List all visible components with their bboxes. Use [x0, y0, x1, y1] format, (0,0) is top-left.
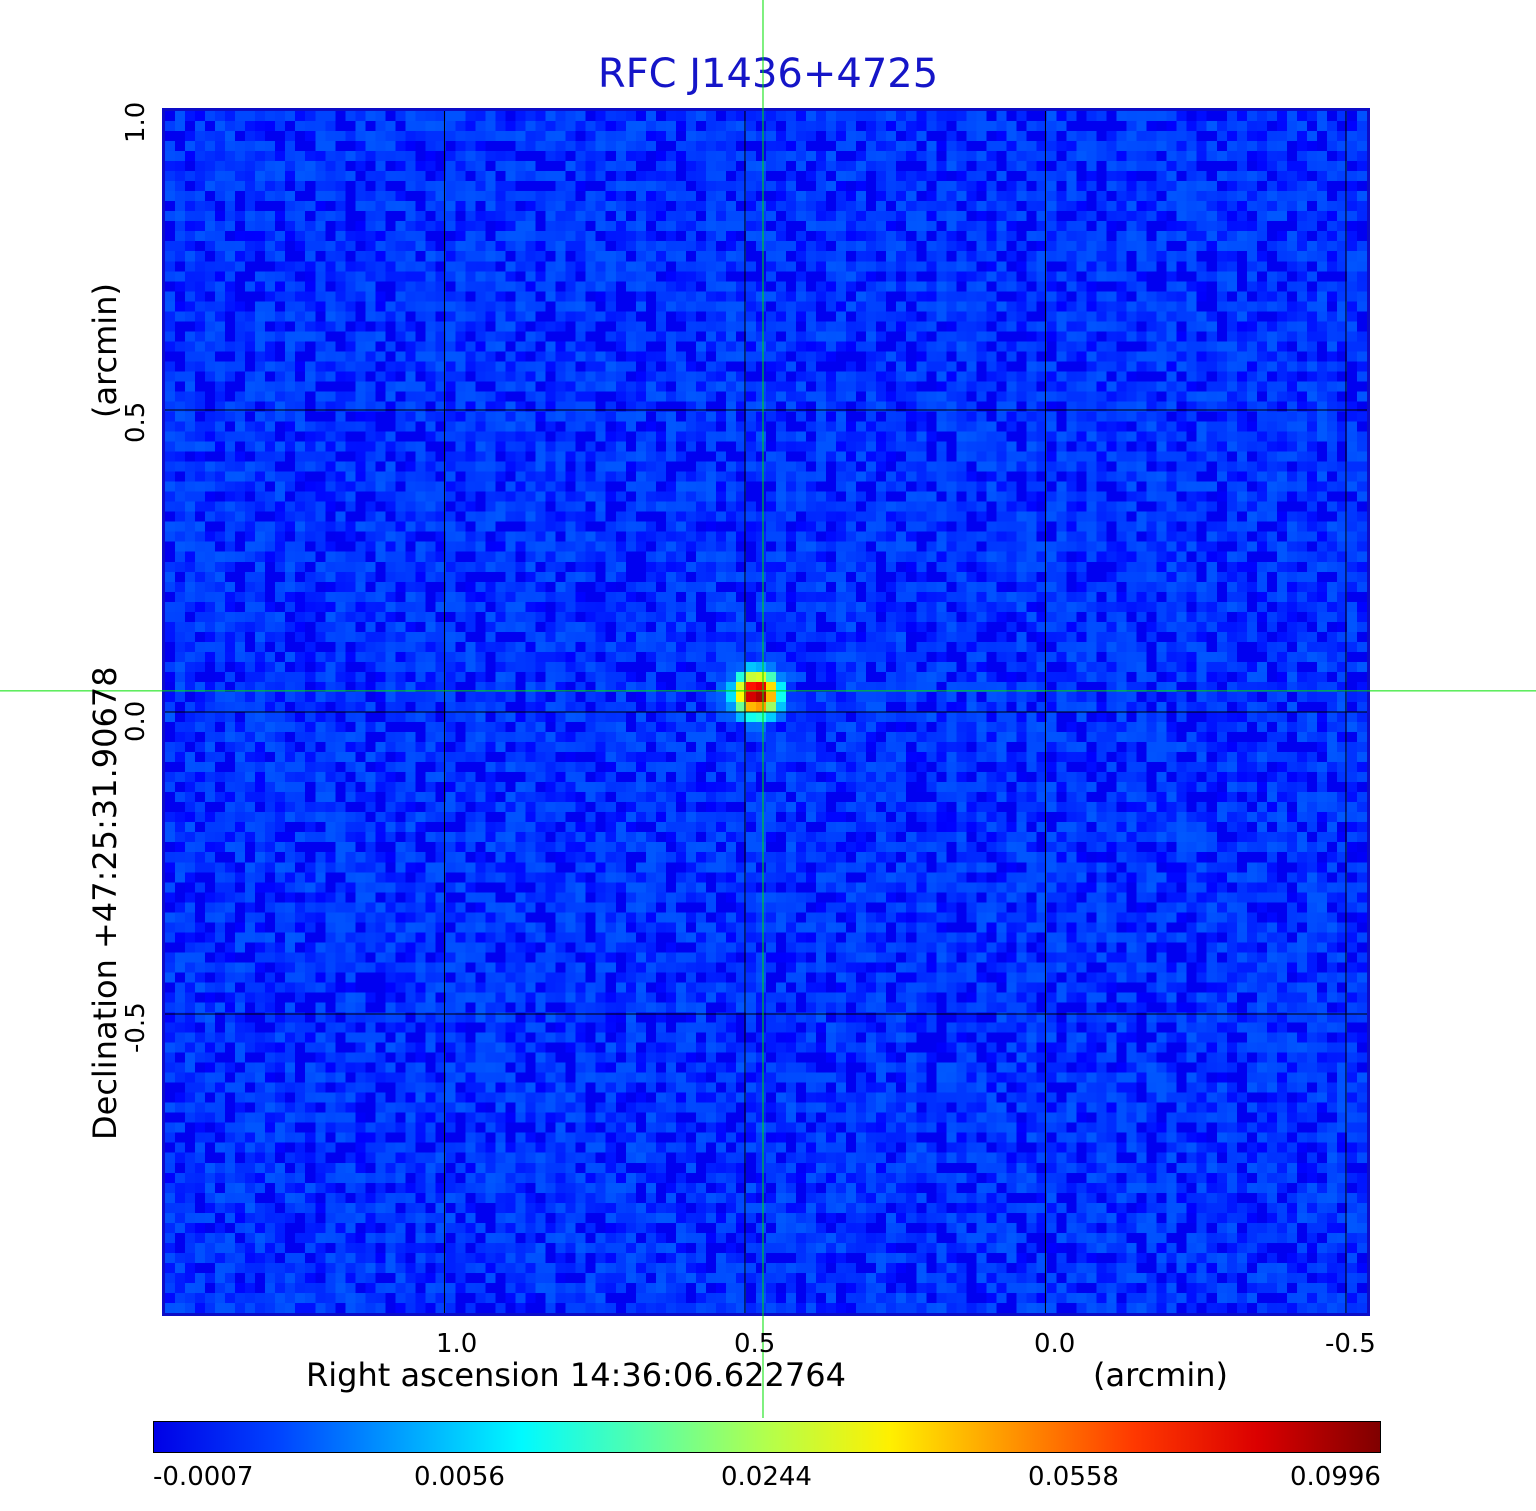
x-axis-label: Right ascension 14:36:06.622764: [306, 1356, 846, 1394]
colorbar-tick-label: 0.0558: [1028, 1462, 1119, 1492]
y-axis-label: Declination +47:25:31.90678: [86, 666, 124, 1140]
colorbar-tick-label: 0.0056: [414, 1462, 505, 1492]
colorbar-tick-label: 0.0244: [721, 1462, 812, 1492]
image-plot-area[interactable]: [162, 108, 1370, 1316]
coordinate-grid: [165, 111, 1367, 1313]
y-tick-label: 1.0: [121, 101, 151, 143]
x-tick-label: 0.5: [734, 1329, 776, 1359]
x-tick-label: 1.0: [436, 1329, 478, 1359]
chart-title: RFC J1436+4725: [597, 51, 939, 97]
colorbar: [153, 1421, 1381, 1453]
colorbar-tick-label: -0.0007: [153, 1462, 254, 1492]
colorbar-tick-label: 0.0996: [1290, 1462, 1381, 1492]
x-tick-label: -0.5: [1325, 1329, 1376, 1359]
y-tick-label: 0.0: [121, 700, 151, 742]
x-tick-label: 0.0: [1034, 1329, 1076, 1359]
y-axis-unit: (arcmin): [86, 283, 124, 418]
x-axis-unit: (arcmin): [1093, 1356, 1228, 1394]
y-tick-label: 0.5: [121, 401, 151, 443]
y-tick-label: -0.5: [121, 1002, 151, 1053]
